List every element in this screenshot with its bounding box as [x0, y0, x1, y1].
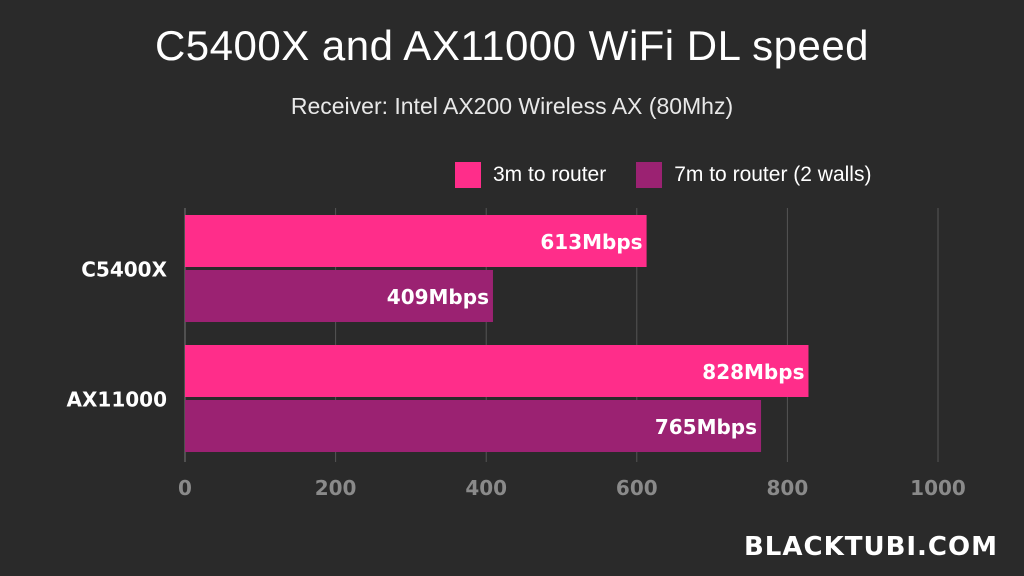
category-label-c5400x: C5400X	[81, 258, 167, 282]
bar-c5400x-series-2	[185, 270, 493, 322]
category-label-ax11000: AX11000	[67, 388, 167, 412]
x-tick-label-600: 600	[616, 476, 658, 500]
x-tick-label-800: 800	[767, 476, 809, 500]
legend-item-3m: 3m to router	[455, 162, 606, 188]
chart-subtitle: Receiver: Intel AX200 Wireless AX (80Mhz…	[290, 93, 734, 119]
brand-logo: BLACKTUBI.COM	[743, 532, 998, 562]
legend-swatch-7m	[636, 162, 663, 188]
x-tick-label-1000: 1000	[910, 476, 966, 500]
legend: 3m to router 7m to router (2 walls)	[455, 160, 901, 190]
x-tick-label-400: 400	[465, 476, 507, 500]
chart-title: C5400X and AX11000 WiFi DL speed	[154, 22, 870, 69]
data-label-ax11000-series-2: 765Mbps	[655, 415, 757, 439]
legend-label-7m: 7m to router (2 walls)	[674, 163, 872, 186]
bar-ax11000-series-1	[185, 345, 809, 397]
legend-item-7m: 7m to router (2 walls)	[636, 162, 871, 188]
bar-ax11000-series-2	[185, 400, 762, 452]
x-tick-label-0: 0	[178, 476, 192, 500]
bar-c5400x-series-1	[185, 215, 647, 267]
data-label-c5400x-series-2: 409Mbps	[387, 285, 489, 309]
data-label-ax11000-series-1: 828Mbps	[702, 360, 804, 384]
x-tick-label-200: 200	[315, 476, 357, 500]
legend-swatch-3m	[455, 162, 481, 188]
legend-label-3m: 3m to router	[493, 163, 607, 186]
data-label-c5400x-series-1: 613Mbps	[540, 230, 642, 254]
